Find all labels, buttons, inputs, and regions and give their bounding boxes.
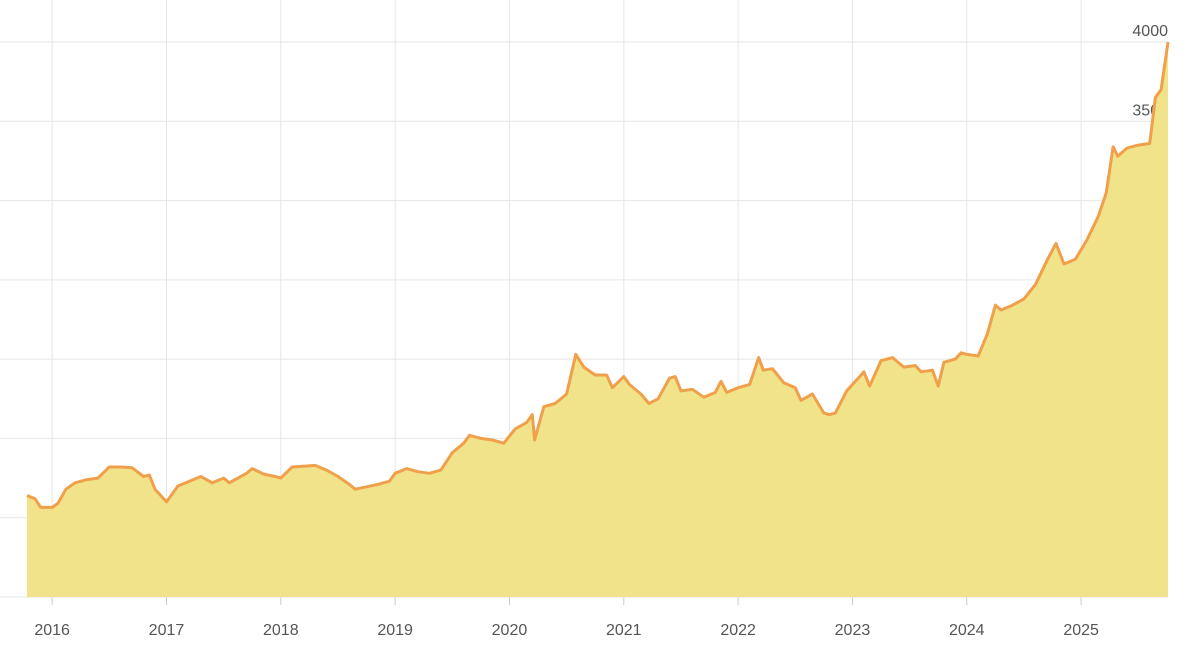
line [26,41,1170,509]
x-tick-label: 2017 [149,622,185,639]
x-tick-label: 2019 [377,622,413,639]
x-tick-label: 2023 [835,622,871,639]
x-tick-label: 2016 [34,622,70,639]
x-tick-label: 2022 [720,622,756,639]
x-tick-label: 2018 [263,622,299,639]
y-tick-label: 4000 [1132,23,1168,40]
area [27,42,1168,597]
x-tick-label: 2020 [492,622,528,639]
x-tick-label: 2021 [606,622,642,639]
x-tick-label: 2025 [1063,622,1099,639]
x-tick-label: 2024 [949,622,985,639]
